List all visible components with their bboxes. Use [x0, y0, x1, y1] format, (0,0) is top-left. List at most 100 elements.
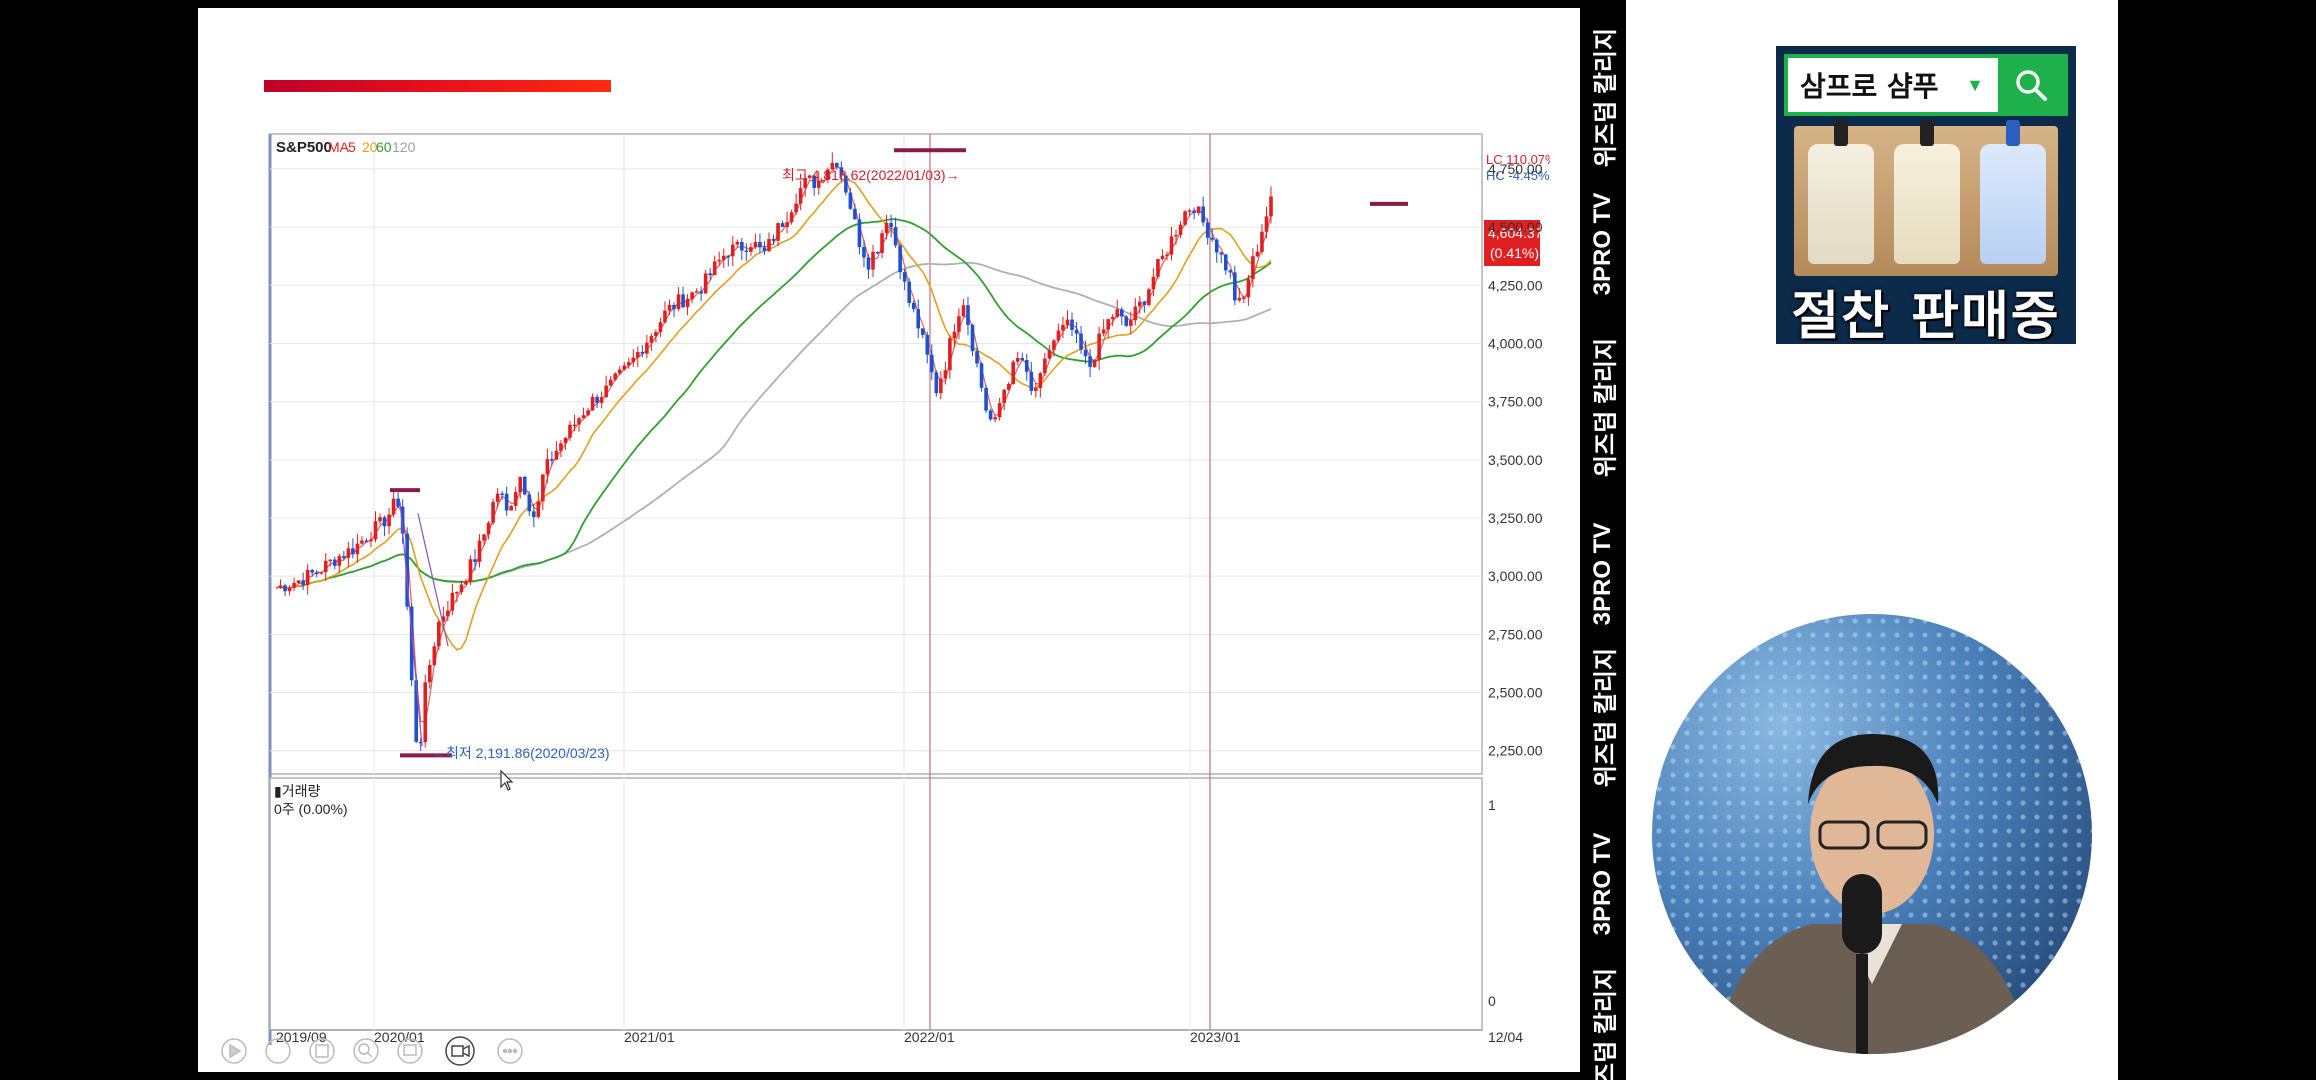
ad-search-button[interactable]: [1998, 58, 2064, 112]
candle-body: [351, 548, 355, 555]
candle-body: [767, 239, 771, 252]
candle-body: [550, 459, 554, 461]
candle-body: [504, 493, 509, 511]
search-icon: [2016, 70, 2047, 101]
candle-body: [984, 387, 988, 411]
volume-tick-top: 1: [1488, 797, 1496, 813]
candle-body: [1070, 319, 1074, 330]
y-tick-label: 3,000.00: [1488, 568, 1543, 584]
watermark-5: 위즈덤 칼리지: [1592, 647, 1620, 788]
candle-body: [1192, 210, 1196, 214]
candle-body: [518, 476, 523, 493]
candle-body: [640, 352, 645, 354]
candle-body: [337, 556, 342, 566]
candle-body: [1187, 210, 1192, 212]
candle-body: [893, 227, 898, 246]
candle-body: [563, 437, 568, 444]
candle-body: [911, 302, 916, 310]
candle-body: [880, 233, 884, 254]
y-tick-label: 2,250.00: [1488, 743, 1543, 759]
candle-body: [527, 494, 532, 512]
candle-body: [948, 338, 952, 371]
candle-body: [916, 309, 921, 329]
shampoo-ad-banner[interactable]: 삼프로 샴푸 ▼ 절찬 판매중: [1776, 46, 2076, 344]
watermark-7: 위즈덤 칼리지: [1592, 967, 1620, 1080]
candle-body: [780, 223, 785, 227]
ma-label: MA: [328, 139, 350, 155]
candle-body: [1038, 373, 1043, 389]
candle-body: [1160, 255, 1165, 260]
candle-body: [1255, 251, 1260, 257]
candle-body: [839, 167, 844, 176]
y-tick-label: 4,750.00: [1488, 161, 1543, 177]
ma-20-label: 20: [362, 139, 378, 155]
ad-search-box[interactable]: 삼프로 샴푸 ▼: [1784, 54, 2068, 116]
candle-body: [898, 245, 902, 273]
candle-body: [1110, 316, 1115, 320]
candle-body: [848, 192, 853, 209]
volume-tick-bottom: 0: [1488, 993, 1496, 1009]
candle-body: [685, 298, 690, 308]
candle-body: [735, 242, 740, 245]
candle-body: [418, 741, 423, 744]
candle-body: [382, 517, 387, 527]
candle-body: [1043, 358, 1047, 374]
candle-body: [590, 396, 595, 411]
candle-body: [721, 255, 726, 260]
candle-body: [1228, 270, 1233, 273]
candle-body: [758, 241, 762, 248]
candle-body: [1015, 358, 1020, 362]
candle-body: [1165, 254, 1169, 257]
candle-body: [943, 370, 948, 379]
high-annotation: 최고 4,818.62(2022/01/03)→: [782, 167, 960, 183]
candle-body: [1034, 388, 1038, 391]
candle-body: [1201, 206, 1205, 223]
candle-body: [636, 352, 640, 358]
candle-body: [1210, 237, 1215, 240]
candle-body: [703, 273, 708, 294]
candle-body: [626, 362, 631, 366]
candle-body: [979, 363, 984, 388]
candle-body: [1237, 297, 1242, 301]
candle-body: [1115, 309, 1120, 317]
candle-body: [531, 511, 536, 517]
ad-product-image: [1794, 120, 2058, 276]
candle-body: [391, 498, 396, 515]
candle-body: [857, 219, 862, 248]
candle-body: [970, 324, 975, 352]
candle-body: [604, 385, 608, 398]
watermark-2: 3PRO TV: [1589, 192, 1616, 296]
ma-5-label: 5: [348, 139, 356, 155]
candle-body: [830, 162, 835, 170]
watermark-4: 3PRO TV: [1589, 522, 1616, 626]
watermark-3: 위즈덤 칼리지: [1592, 337, 1620, 478]
y-tick-label: 3,500.00: [1488, 452, 1543, 468]
candle-body: [771, 239, 776, 241]
right-letterbox: [2118, 0, 2316, 1080]
presenter-webcam: [1652, 614, 2092, 1054]
candle-body: [482, 534, 486, 541]
watermark-6: 3PRO TV: [1589, 832, 1616, 936]
candle-body: [278, 585, 283, 588]
last-change-label: (0.41%): [1490, 245, 1539, 261]
ad-caption: 절찬 판매중: [1791, 287, 2061, 344]
candle-body: [310, 569, 314, 573]
candle-body: [875, 251, 880, 254]
candle-body: [939, 378, 943, 394]
candle-body: [599, 397, 604, 403]
candle-body: [613, 373, 618, 380]
y-tick-label: 4,000.00: [1488, 335, 1543, 351]
candle-body: [432, 646, 437, 666]
candle-body: [988, 410, 993, 420]
candle-body: [975, 351, 979, 364]
candle-body: [730, 244, 735, 257]
candle-body: [446, 610, 450, 617]
candle-body: [355, 543, 360, 555]
candle-body: [608, 379, 613, 386]
candle-body: [1056, 330, 1061, 341]
candle-body: [1242, 297, 1246, 299]
candle-body: [1128, 320, 1133, 326]
candle-body: [414, 680, 419, 742]
candle-body: [296, 580, 301, 583]
candle-body: [1264, 216, 1269, 232]
